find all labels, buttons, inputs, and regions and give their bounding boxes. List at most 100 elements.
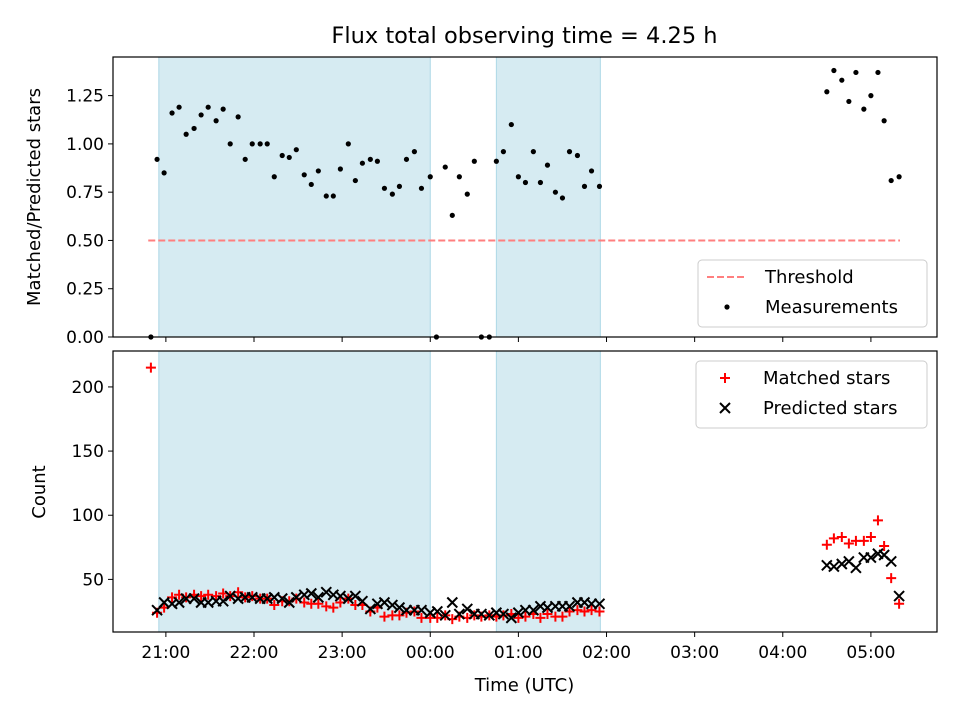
measurement-point	[257, 141, 263, 147]
measurement-point	[537, 179, 544, 186]
measurement-point	[824, 89, 830, 95]
predicted-star-point	[217, 595, 229, 607]
measurement-point	[337, 166, 343, 172]
measurement-point	[839, 77, 845, 83]
measurement-point	[875, 69, 881, 76]
predicted-star-point	[349, 590, 362, 602]
measurement-point	[198, 112, 204, 118]
legend-label: Measurements	[765, 297, 898, 318]
predicted-star-point	[563, 600, 576, 613]
measurement-point	[581, 183, 588, 189]
bottom-shaded-interval	[495, 350, 601, 633]
measurement-point	[896, 174, 902, 180]
top-panel: 0.00 0.25 0.50 0.75 1.00 1.25 Threshold Measure…	[66, 56, 938, 348]
measurement-point	[522, 179, 529, 186]
matched-star-point	[865, 532, 876, 543]
measurement-point	[471, 158, 477, 164]
predicted-star-point	[276, 592, 288, 605]
measurement-point	[359, 160, 366, 166]
measurement-point	[374, 158, 380, 164]
measurement-point	[566, 149, 573, 155]
measurement-point	[559, 195, 566, 201]
measurement-point	[205, 104, 211, 110]
measurement-point	[888, 177, 894, 184]
measurement-point	[861, 106, 867, 112]
measurement-point	[464, 191, 470, 197]
measurement-point	[396, 183, 403, 189]
matched-star-point	[211, 591, 222, 602]
predicted-star-point	[312, 591, 325, 604]
measurement-point	[515, 174, 521, 180]
measurement-point	[301, 172, 307, 178]
measurement-point	[552, 189, 559, 195]
bottom-shaded-interval	[158, 350, 431, 633]
matched-star-point	[542, 609, 553, 620]
bottom-y-axis-label: Count	[29, 465, 50, 518]
measurement-point	[293, 147, 299, 153]
measurement-point	[881, 118, 887, 124]
measurement-point	[846, 98, 852, 105]
legend-label: Predicted stars	[763, 398, 897, 419]
measurement-point	[831, 67, 837, 74]
top-shaded-interval	[495, 56, 601, 338]
matched-star-point	[858, 535, 869, 546]
measurement-point	[323, 193, 329, 199]
matched-star-point	[313, 598, 324, 609]
bottom-legend: Matched stars Predicted stars	[695, 360, 928, 429]
measurement-point	[235, 114, 241, 120]
top-y-tick-label: 0.50	[66, 231, 104, 251]
measurement-point	[427, 174, 433, 180]
predicted-star-point	[386, 599, 399, 611]
predicted-star-point	[188, 592, 200, 605]
predicted-star-point	[290, 591, 303, 604]
measurement-point	[279, 152, 285, 159]
measurement-point	[227, 141, 233, 147]
legend-box	[695, 360, 928, 429]
matched-star-point	[432, 612, 443, 623]
matched-star-point	[394, 610, 405, 621]
measurement-point	[315, 168, 321, 174]
measurement-point	[367, 156, 373, 162]
measurement-point	[154, 156, 160, 162]
matched-star-point	[416, 612, 427, 623]
predicted-star-point	[593, 598, 606, 610]
measurement-point	[403, 156, 410, 162]
measurement-point	[411, 149, 417, 155]
measurement-point	[574, 152, 581, 159]
matched-star-point	[203, 589, 214, 600]
matched-star-point	[145, 362, 156, 373]
measurement-point	[345, 141, 351, 147]
measurement-point	[271, 174, 277, 180]
measurement-point	[242, 156, 248, 162]
x-tick-label: 05:00	[846, 643, 895, 663]
legend-predicted-swatch	[719, 402, 731, 414]
predicted-star-point	[342, 592, 355, 605]
measurement-point	[853, 69, 859, 76]
predicted-star-point	[439, 609, 451, 622]
measurement-point	[249, 141, 255, 147]
x-tick-label: 22:00	[230, 643, 279, 663]
top-y-tick-label: 1.25	[66, 87, 104, 107]
x-tick-label: 23:00	[318, 643, 367, 663]
predicted-star-point	[446, 596, 459, 609]
measurement-point	[596, 183, 603, 189]
measurement-point	[183, 131, 189, 137]
measurement-point	[169, 110, 175, 116]
top-y-tick-label: 0.25	[66, 280, 104, 300]
x-tick-label: 04:00	[758, 643, 807, 663]
predicted-star-point	[453, 608, 466, 620]
matched-star-point	[535, 612, 546, 623]
legend-label: Threshold	[764, 267, 854, 288]
chart-title: Flux total observing time = 4.25 h	[331, 23, 717, 49]
matched-star-point	[579, 606, 590, 617]
top-y-tick-label: 1.00	[66, 135, 104, 155]
measurement-point	[500, 149, 507, 155]
predicted-star-point	[865, 551, 877, 564]
legend-label: Matched stars	[763, 368, 890, 389]
x-tick-label: 02:00	[582, 643, 631, 663]
predicted-star-point	[483, 609, 496, 622]
predicted-star-point	[505, 612, 518, 624]
matched-star-point	[894, 598, 905, 609]
x-axis-label: Time (UTC)	[474, 675, 575, 696]
